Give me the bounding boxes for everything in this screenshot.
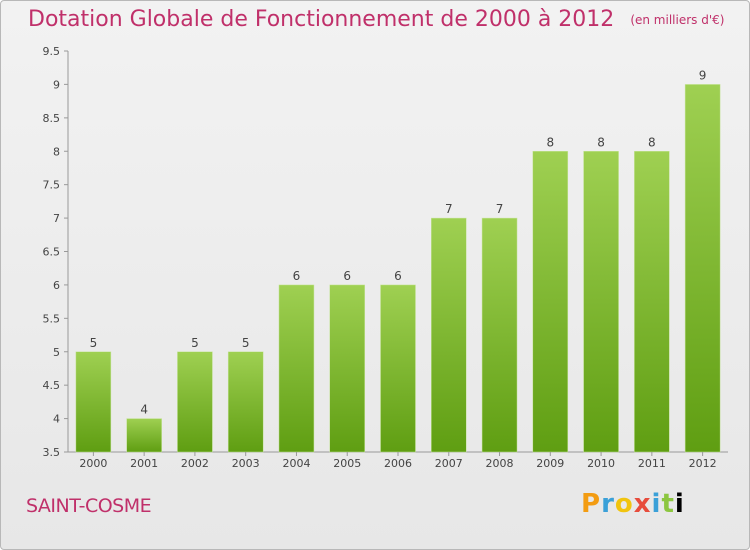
bar-value-label: 4 [140,403,148,417]
bar [431,217,467,453]
x-tick-label: 2012 [689,457,717,470]
x-tick-label: 2002 [181,457,209,470]
logo-letter: x [633,489,652,519]
bar-value-label: 6 [293,269,301,283]
y-tick-label: 4 [53,413,60,426]
x-tick-label: 2005 [333,457,361,470]
y-tick-label: 7.5 [43,179,61,192]
x-tick-label: 2010 [587,457,615,470]
logo-letter: P [581,489,602,519]
bar-value-label: 7 [445,202,453,216]
chart-title: Dotation Globale de Fonctionnement de 20… [28,7,724,32]
x-tick-label: 2008 [486,457,514,470]
logo-letter: t [661,489,675,519]
bar [634,151,670,453]
bar-value-label: 8 [597,135,605,149]
x-tick-label: 2007 [435,457,463,470]
bar [177,351,213,453]
y-tick-label: 9.5 [43,45,61,58]
bar [583,151,619,453]
logo-letter: o [614,489,634,519]
bar [278,284,315,453]
y-tick-label: 4.5 [43,379,61,392]
y-tick-label: 6.5 [43,246,61,259]
bar-value-label: 5 [191,336,199,350]
x-tick-label: 2006 [384,457,412,470]
logo-letter: i [674,489,685,519]
bar-value-label: 8 [648,135,656,149]
bar-value-label: 6 [394,269,402,283]
chart-title-text: Dotation Globale de Fonctionnement de 20… [28,7,615,32]
bar-value-label: 8 [546,135,554,149]
bar-value-label: 5 [242,336,250,350]
x-tick-label: 2001 [130,457,158,470]
logo-letter: r [601,489,615,519]
y-tick-label: 8.5 [43,112,61,125]
bar [380,284,416,453]
y-tick-label: 8 [53,145,60,158]
y-tick-label: 3.5 [43,446,61,459]
logo-letter: i [651,489,662,519]
x-tick-label: 2004 [282,457,310,470]
y-tick-label: 7 [53,212,60,225]
y-tick-label: 9 [53,78,60,91]
commune-name: SAINT-COSME [26,495,152,517]
bar [126,418,162,453]
proxiti-logo: Proxiti [581,489,685,519]
bar [75,351,112,453]
bar-value-label: 5 [90,336,98,350]
y-tick-label: 5 [53,346,60,359]
x-tick-label: 2003 [232,457,260,470]
bar-value-label: 9 [699,68,707,82]
x-tick-label: 2000 [79,457,107,470]
bar [532,151,569,453]
y-tick-label: 6 [53,279,60,292]
y-tick-label: 5.5 [43,312,61,325]
bar-value-label: 6 [343,269,351,283]
bar [329,284,365,453]
bar [227,351,264,453]
chart-unit: (en milliers d'€) [630,13,725,27]
bar [684,84,721,453]
bar-value-label: 7 [496,202,504,216]
x-tick-label: 2009 [536,457,564,470]
bar [481,217,518,453]
x-tick-label: 2011 [638,457,666,470]
